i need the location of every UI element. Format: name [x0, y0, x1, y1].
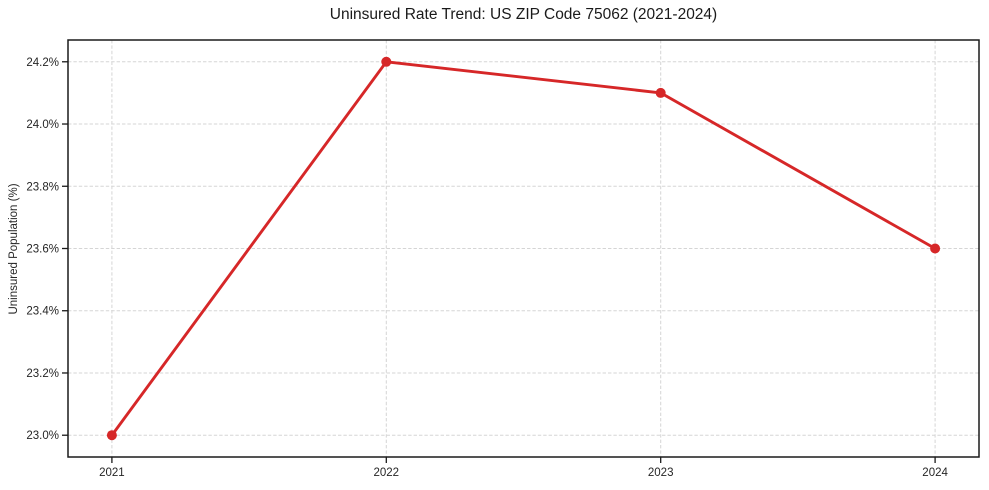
y-tick-label: 24.2% [26, 57, 59, 69]
x-tick-label: 2024 [922, 467, 948, 479]
y-tick-label: 23.4% [26, 306, 59, 318]
y-tick-label: 24.0% [26, 119, 59, 131]
trend-line [110, 60, 937, 437]
plot-border [67, 39, 980, 458]
data-point-marker [655, 87, 666, 98]
y-tick-label: 23.2% [26, 368, 59, 380]
y-tick-label: 23.8% [26, 181, 59, 193]
x-tick-label: 2021 [99, 467, 125, 479]
x-tick-label: 2023 [648, 467, 674, 479]
x-tick-label: 2022 [374, 467, 400, 479]
data-point-marker [106, 430, 117, 441]
data-point-marker [381, 56, 392, 67]
y-tick-label: 23.0% [26, 430, 59, 442]
chart-title: Uninsured Rate Trend: US ZIP Code 75062 … [329, 6, 718, 23]
y-tick-label: 23.6% [26, 244, 59, 256]
data-point-marker [930, 243, 941, 254]
